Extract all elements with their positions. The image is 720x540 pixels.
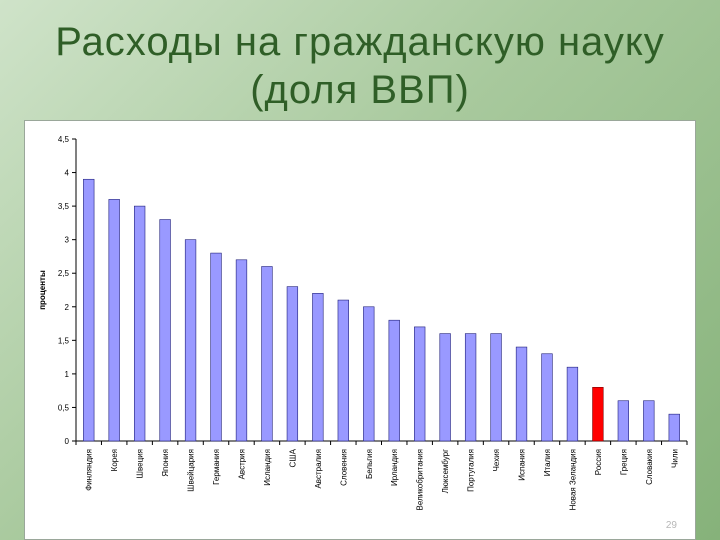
bar-4	[159, 219, 171, 442]
y-tick-label: 3,5	[58, 202, 70, 211]
y-tick-label: 2	[65, 303, 70, 312]
x-tick-label: Швейцария	[187, 449, 196, 492]
bar-15	[439, 333, 451, 442]
x-tick-label: Люксембург	[441, 449, 450, 493]
x-tick-label: Италия	[543, 449, 552, 476]
x-tick-label: Великобритания	[416, 449, 425, 510]
x-tick-label: Финляндия	[85, 449, 94, 491]
bar-1	[83, 178, 95, 442]
y-tick-label: 1,5	[58, 336, 70, 345]
x-tick-label: Словакия	[645, 449, 654, 485]
bar-16	[464, 333, 477, 442]
x-tick-label: Россия	[594, 449, 603, 475]
page-number: 29	[665, 520, 677, 531]
x-tick-label: Ирландия	[390, 449, 399, 486]
bar-3	[133, 205, 146, 442]
bar-7	[235, 259, 248, 442]
title-line-2: (доля ВВП)	[250, 68, 470, 112]
x-tick-label: Чехия	[492, 449, 501, 471]
x-tick-label: Новая Зеландия	[568, 449, 577, 510]
y-tick-label: 4,5	[58, 135, 70, 144]
bar-12	[363, 306, 375, 442]
bar-23	[643, 400, 655, 442]
y-tick-label: 4	[65, 169, 70, 178]
slide-title: Расходы на гражданскую науку (доля ВВП)	[0, 18, 720, 114]
x-tick-label: Швеция	[136, 449, 145, 478]
y-tick-label: 0,5	[58, 403, 70, 412]
x-tick-label: США	[288, 448, 297, 467]
x-tick-label: Австралия	[314, 449, 323, 489]
y-axis-title: проценты	[38, 270, 47, 310]
bar-13	[388, 319, 400, 442]
x-tick-label: Испания	[518, 449, 527, 481]
x-tick-label: Исландия	[263, 449, 272, 486]
y-tick-label: 2,5	[58, 269, 70, 278]
chart-panel: 0 0,5 1 1,5 2 2,5 3 3,5 4 4,5 проценты Финляндия Кор…	[24, 120, 696, 540]
bar-20	[566, 366, 579, 442]
y-tick-label: 1	[65, 370, 70, 379]
y-tick-label: 3	[65, 236, 70, 245]
title-line-1: Расходы на гражданскую науку	[55, 20, 665, 64]
bar-18	[515, 346, 528, 442]
x-tick-label: Словения	[339, 449, 348, 486]
x-tick-label: Португалия	[467, 449, 476, 492]
x-tick-label: Греция	[619, 449, 628, 475]
x-tick-label: Корея	[110, 449, 119, 471]
bar-11	[337, 299, 349, 442]
x-tick-label: Чили	[670, 449, 679, 468]
bar-9	[286, 286, 299, 442]
bar-17	[490, 333, 502, 442]
x-tick-label: Германия	[212, 449, 221, 485]
bar-14	[414, 326, 426, 442]
x-tick-label: Австрия	[237, 449, 246, 479]
x-tick-label: Япония	[161, 449, 170, 477]
bar-19	[541, 353, 553, 442]
bar-24	[668, 413, 680, 442]
bar-2	[108, 199, 120, 442]
bar-21	[592, 387, 604, 442]
x-tick-label: Бельгия	[365, 449, 374, 479]
bar-10	[312, 293, 324, 442]
y-tick-label: 0	[65, 437, 70, 446]
bar-8	[261, 266, 273, 442]
bar-6	[210, 252, 222, 442]
bar-22	[617, 400, 630, 442]
bar-5	[184, 239, 197, 442]
bar-chart: 0 0,5 1 1,5 2 2,5 3 3,5 4 4,5 проценты Финляндия Кор…	[38, 135, 688, 510]
